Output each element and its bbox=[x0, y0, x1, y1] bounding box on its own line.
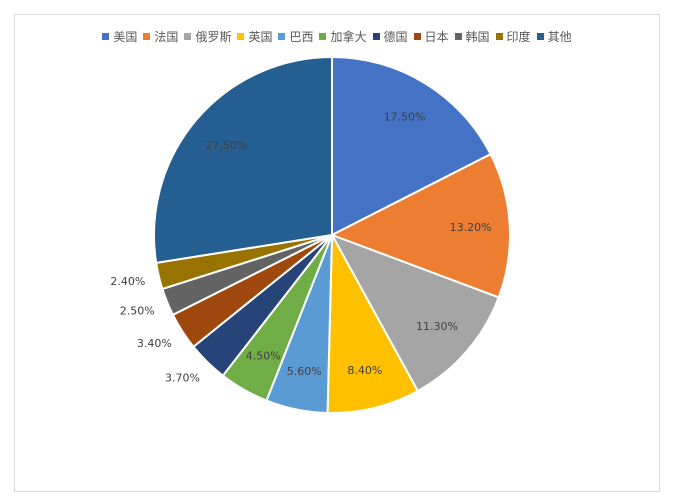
legend-item: 巴西 bbox=[278, 28, 313, 45]
data-label: 3.70% bbox=[165, 372, 200, 385]
legend-item: 韩国 bbox=[454, 28, 490, 45]
legend-swatch bbox=[102, 33, 110, 40]
legend-label: 日本 bbox=[424, 30, 449, 44]
legend-swatch bbox=[536, 33, 544, 40]
data-label: 2.40% bbox=[110, 275, 145, 288]
legend-item: 日本 bbox=[413, 28, 449, 45]
legend-swatch bbox=[413, 33, 421, 40]
data-label: 27.50% bbox=[205, 139, 247, 152]
data-label: 3.40% bbox=[137, 337, 172, 350]
legend-swatch bbox=[372, 33, 380, 40]
legend-item: 印度 bbox=[495, 28, 531, 45]
legend-item: 俄罗斯 bbox=[184, 28, 231, 45]
legend-item: 德国 bbox=[372, 28, 408, 45]
legend-label: 法国 bbox=[154, 30, 179, 44]
legend-label: 其他 bbox=[547, 30, 572, 44]
data-label: 2.50% bbox=[120, 304, 155, 317]
legend-label: 印度 bbox=[506, 30, 531, 44]
legend-swatch bbox=[278, 33, 286, 40]
legend-item: 美国 bbox=[102, 28, 137, 45]
legend-label: 巴西 bbox=[289, 30, 314, 44]
pie-slice bbox=[331, 55, 492, 237]
chart-legend: 美国 法国 俄罗斯 英国 巴西 加拿大 德国 日本 韩国 印度 其他 bbox=[0, 28, 674, 45]
legend-label: 德国 bbox=[383, 30, 408, 44]
data-label: 11.30% bbox=[416, 320, 458, 333]
data-label: 13.20% bbox=[450, 221, 492, 234]
legend-swatch bbox=[495, 33, 503, 40]
legend-swatch bbox=[237, 33, 245, 40]
legend-item: 其他 bbox=[536, 28, 572, 45]
legend-swatch bbox=[184, 33, 192, 40]
legend-label: 俄罗斯 bbox=[195, 30, 232, 44]
data-label: 8.40% bbox=[347, 364, 382, 377]
legend-swatch bbox=[319, 33, 327, 40]
legend-label: 韩国 bbox=[465, 30, 490, 44]
legend-item: 英国 bbox=[237, 28, 272, 45]
legend-swatch bbox=[454, 33, 462, 40]
data-label: 4.50% bbox=[246, 350, 281, 363]
legend-label: 美国 bbox=[113, 30, 138, 44]
legend-swatch bbox=[143, 33, 151, 40]
legend-label: 加拿大 bbox=[330, 30, 367, 44]
data-label: 17.50% bbox=[384, 111, 426, 124]
pie-slice bbox=[326, 231, 420, 414]
legend-item: 加拿大 bbox=[319, 28, 367, 45]
data-label: 5.60% bbox=[287, 365, 322, 378]
legend-label: 英国 bbox=[248, 30, 273, 44]
legend-item: 法国 bbox=[143, 28, 178, 45]
pie-slice bbox=[329, 152, 511, 299]
pie-slice bbox=[329, 233, 500, 393]
pie-slice bbox=[153, 55, 333, 264]
